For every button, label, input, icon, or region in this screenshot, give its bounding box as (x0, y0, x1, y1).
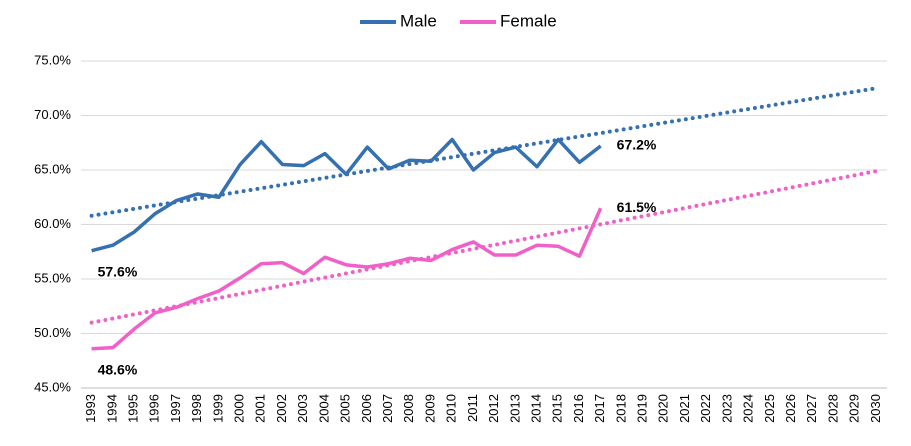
value-label: 67.2% (617, 137, 657, 153)
x-tick-label: 2027 (804, 394, 819, 423)
x-tick-label: 2020 (656, 394, 671, 423)
x-tick-label: 2011 (465, 394, 480, 422)
x-tick-label: 1997 (168, 394, 183, 423)
y-tick-label: 50.0% (34, 325, 71, 340)
x-tick-label: 2001 (253, 394, 268, 423)
series-line (91, 137, 602, 253)
x-tick-label: 2024 (741, 394, 756, 423)
legend-label: Male (400, 11, 437, 30)
x-tick-label: 2022 (698, 394, 713, 423)
x-tick-label: 2004 (316, 394, 331, 423)
value-label: 48.6% (98, 361, 138, 377)
x-tick-label: 2000 (232, 394, 247, 423)
value-label: 61.5% (617, 199, 657, 215)
x-tick-label: 1993 (83, 394, 98, 423)
x-tick-label: 2017 (592, 394, 607, 423)
x-tick-label: 2019 (635, 394, 650, 423)
x-tick-label: 2014 (528, 394, 543, 423)
y-tick-label: 65.0% (34, 161, 71, 176)
x-tick-label: 2026 (783, 394, 798, 423)
x-tick-label: 2018 (613, 394, 628, 423)
y-tick-label: 70.0% (34, 107, 71, 122)
x-tick-label: 2016 (571, 394, 586, 423)
x-tick-label: 2010 (444, 394, 459, 423)
x-tick-label: 2013 (507, 394, 522, 423)
x-tick-label: 2015 (550, 394, 565, 423)
x-tick-label: 2023 (719, 394, 734, 423)
x-tick-label: 1999 (210, 394, 225, 423)
x-tick-label: 2008 (401, 394, 416, 423)
x-tick-label: 2007 (380, 394, 395, 423)
y-tick-label: 55.0% (34, 270, 71, 285)
x-tick-label: 1995 (125, 394, 140, 423)
x-tick-label: 2028 (825, 394, 840, 423)
x-tick-label: 2002 (274, 394, 289, 423)
x-tick-label: 1994 (104, 394, 119, 423)
series-line (91, 207, 603, 351)
x-tick-label: 1996 (147, 394, 162, 423)
x-tick-label: 2025 (762, 394, 777, 423)
x-tick-label: 2009 (422, 394, 437, 423)
x-tick-label: 2005 (338, 394, 353, 423)
x-tick-label: 2021 (677, 394, 692, 423)
x-tick-label: 2003 (295, 394, 310, 423)
y-tick-label: 75.0% (34, 52, 71, 67)
x-tick-label: 1998 (189, 394, 204, 423)
x-tick-label: 2029 (847, 394, 862, 423)
x-tick-label: 2030 (868, 394, 883, 423)
x-tick-label: 2012 (486, 394, 501, 423)
x-tick-label: 2006 (359, 394, 374, 423)
y-tick-label: 60.0% (34, 216, 71, 231)
legend-label: Female (500, 11, 557, 30)
value-label: 57.6% (98, 263, 138, 279)
y-tick-label: 45.0% (34, 379, 71, 394)
